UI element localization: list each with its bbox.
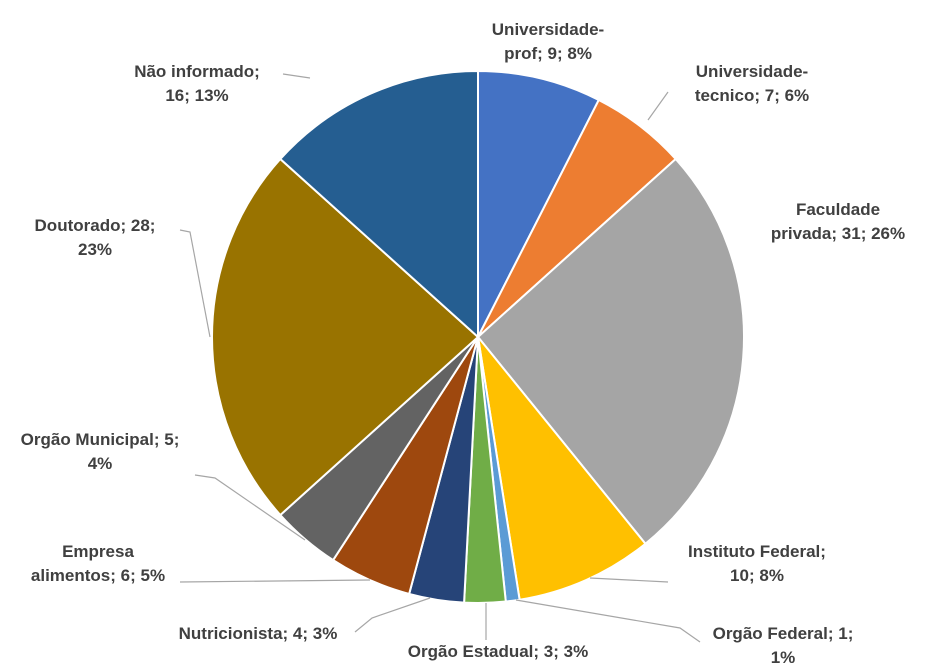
value: 31 (841, 224, 861, 243)
percent: 5% (140, 566, 166, 585)
separator: ; (184, 86, 195, 105)
data-label: Faculdade privada; 31; 26% (763, 198, 913, 246)
separator: ; (553, 642, 564, 661)
category: Empresa alimentos (30, 542, 134, 585)
value: 28 (130, 216, 150, 235)
value: 9 (547, 44, 557, 63)
leader-line (179, 229, 211, 338)
category: Não informado (134, 62, 255, 81)
percent: 1% (770, 648, 796, 667)
separator: ; (130, 566, 141, 585)
category: Universidade-prof (491, 20, 605, 63)
data-label: Orgão Municipal; 5; 4% (20, 428, 180, 476)
separator: ; (282, 624, 293, 643)
pie-slice (211, 157, 480, 517)
percent: 4% (87, 454, 113, 473)
value: 4 (292, 624, 303, 643)
leader-line (589, 577, 669, 583)
value: 7 (764, 86, 775, 105)
separator: ; (120, 216, 131, 235)
value: 16 (165, 86, 185, 105)
data-label: Orgão Federal; 1; 1% (711, 622, 856, 670)
percent: 26% (871, 224, 906, 243)
value: 3 (543, 642, 554, 661)
percent: 13% (194, 86, 229, 105)
category: Doutorado (34, 216, 121, 235)
leader-line (179, 579, 371, 583)
leader-line (647, 91, 669, 121)
percent: 23% (77, 240, 113, 259)
separator: ; (748, 566, 760, 585)
separator: ; (254, 62, 260, 81)
category: Orgão Municipal (20, 430, 154, 449)
category: Orgão Federal (712, 624, 828, 643)
value: 6 (120, 566, 131, 585)
leader-line (515, 599, 701, 643)
percent: 3% (312, 624, 338, 643)
separator: ; (847, 624, 854, 643)
pie-slice (278, 69, 479, 340)
data-label: Não informado; 16; 13% (122, 60, 272, 108)
category: Orgão Estadual (407, 642, 534, 661)
value: 10 (730, 566, 749, 585)
separator: ; (149, 216, 156, 235)
data-label: Nutricionista; 4; 3% (178, 622, 338, 646)
data-label: Instituto Federal; 10; 8% (687, 540, 827, 588)
category: Faculdade privada (770, 200, 881, 243)
separator: ; (533, 642, 544, 661)
pie-slice (476, 157, 745, 546)
separator: ; (302, 624, 313, 643)
data-label: Orgão Estadual; 3; 3% (368, 640, 628, 664)
value: 1 (838, 624, 848, 643)
separator: ; (827, 624, 839, 643)
separator: ; (820, 542, 826, 561)
separator: ; (860, 224, 872, 243)
separator: ; (173, 430, 180, 449)
data-label: Universidade-tecnico; 7; 6% (677, 60, 827, 108)
leader-line (194, 474, 306, 541)
category: Nutricionista (178, 624, 283, 643)
pie-slice (477, 69, 601, 338)
pie-slice (476, 333, 647, 601)
leader-line (354, 597, 431, 633)
percent: 6% (784, 86, 810, 105)
separator: ; (831, 224, 842, 243)
percent: 8% (759, 566, 784, 585)
separator: ; (774, 86, 785, 105)
data-label: Universidade-prof; 9; 8% (478, 18, 618, 66)
percent: 8% (567, 44, 592, 63)
separator: ; (153, 430, 165, 449)
separator: ; (110, 566, 121, 585)
value: 5 (164, 430, 174, 449)
percent: 3% (563, 642, 589, 661)
separator: ; (537, 44, 548, 63)
category: Instituto Federal (688, 542, 821, 561)
leader-line (282, 73, 311, 79)
separator: ; (556, 44, 568, 63)
data-label: Empresa alimentos; 6; 5% (18, 540, 178, 588)
category: Universidade-tecnico (694, 62, 809, 105)
data-label: Doutorado; 28; 23% (20, 214, 170, 262)
separator: ; (754, 86, 765, 105)
